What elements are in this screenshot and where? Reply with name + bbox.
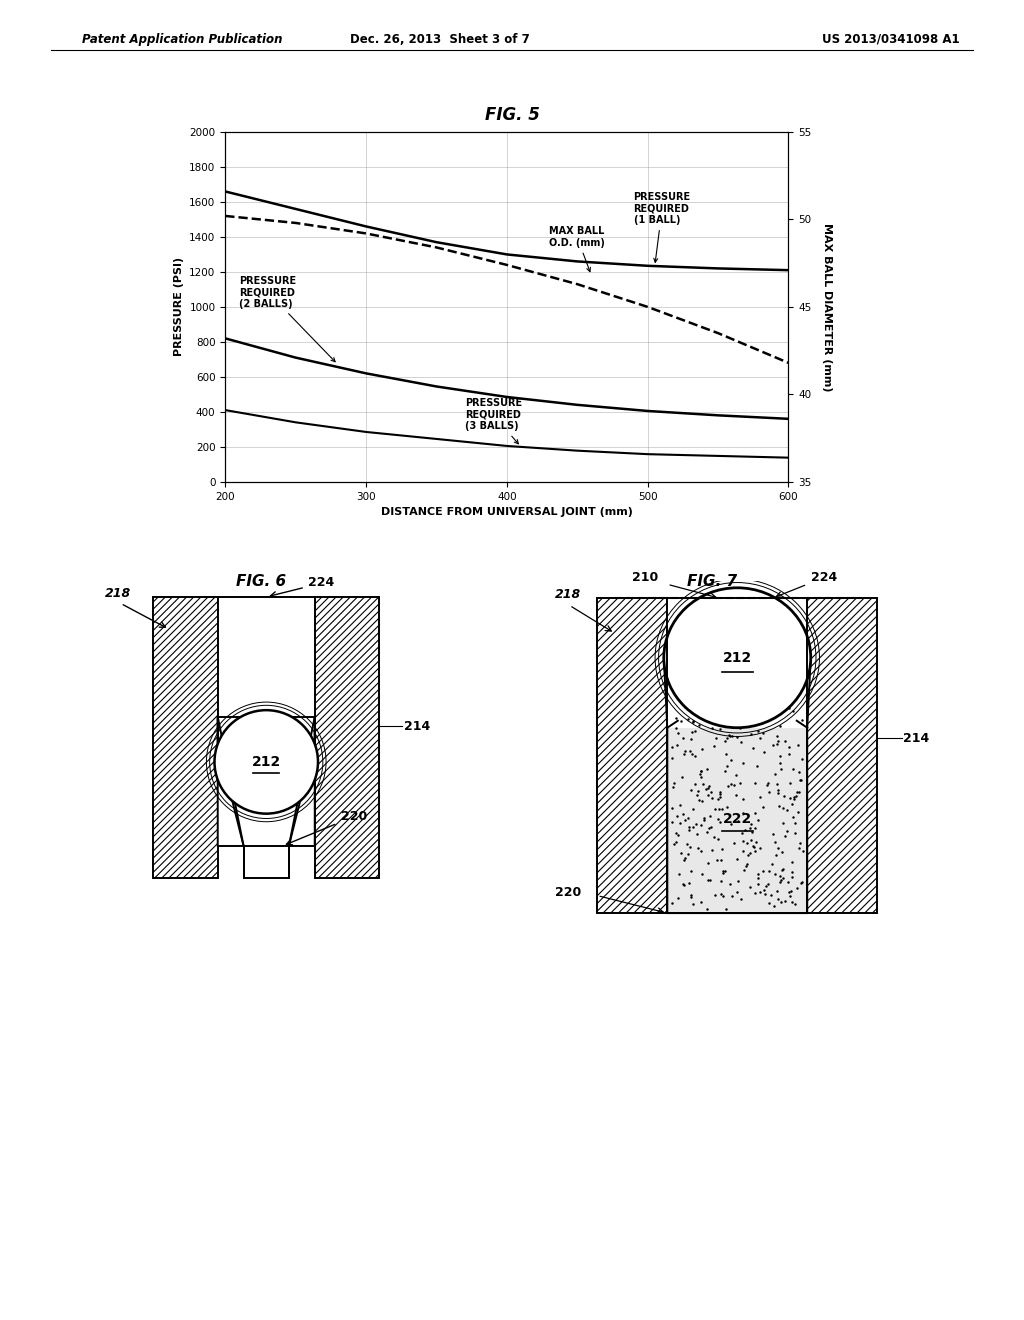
Text: 218: 218	[104, 587, 131, 601]
Text: FIG. 6: FIG. 6	[237, 574, 286, 589]
Text: 212: 212	[252, 755, 281, 770]
Text: MAX BALL
O.D. (mm): MAX BALL O.D. (mm)	[549, 226, 605, 272]
Bar	[597, 598, 668, 913]
Y-axis label: MAX BALL DIAMETER (mm): MAX BALL DIAMETER (mm)	[822, 223, 833, 391]
Text: 224: 224	[308, 576, 335, 589]
Bar	[244, 846, 289, 878]
Text: FIG. 7: FIG. 7	[687, 574, 736, 589]
Text: FIG. 5: FIG. 5	[484, 106, 540, 124]
Text: 212: 212	[723, 651, 752, 665]
Text: US 2013/0341098 A1: US 2013/0341098 A1	[822, 33, 959, 46]
Bar	[218, 597, 314, 717]
Y-axis label: PRESSURE (PSI): PRESSURE (PSI)	[174, 257, 183, 356]
Text: 220: 220	[555, 886, 582, 899]
Text: 214: 214	[403, 719, 430, 733]
Ellipse shape	[664, 587, 811, 727]
Text: 222: 222	[723, 812, 752, 826]
Text: 218: 218	[555, 589, 582, 602]
Text: 220: 220	[341, 810, 367, 824]
X-axis label: DISTANCE FROM UNIVERSAL JOINT (mm): DISTANCE FROM UNIVERSAL JOINT (mm)	[381, 507, 633, 517]
Bar	[153, 597, 218, 878]
Text: Patent Application Publication: Patent Application Publication	[82, 33, 283, 46]
Polygon shape	[218, 717, 314, 846]
Polygon shape	[289, 717, 314, 846]
Text: 224: 224	[811, 570, 837, 583]
Bar	[807, 598, 878, 913]
Text: PRESSURE
REQUIRED
(3 BALLS): PRESSURE REQUIRED (3 BALLS)	[465, 399, 522, 444]
Text: PRESSURE
REQUIRED
(1 BALL): PRESSURE REQUIRED (1 BALL)	[634, 191, 691, 263]
Polygon shape	[664, 657, 811, 913]
Text: Dec. 26, 2013  Sheet 3 of 7: Dec. 26, 2013 Sheet 3 of 7	[350, 33, 530, 46]
Ellipse shape	[214, 710, 318, 813]
Bar	[314, 597, 380, 878]
Bar	[668, 598, 807, 727]
Text: 210: 210	[633, 570, 658, 583]
Text: PRESSURE
REQUIRED
(2 BALLS): PRESSURE REQUIRED (2 BALLS)	[240, 276, 335, 362]
Polygon shape	[218, 717, 244, 846]
Text: 214: 214	[903, 731, 930, 744]
